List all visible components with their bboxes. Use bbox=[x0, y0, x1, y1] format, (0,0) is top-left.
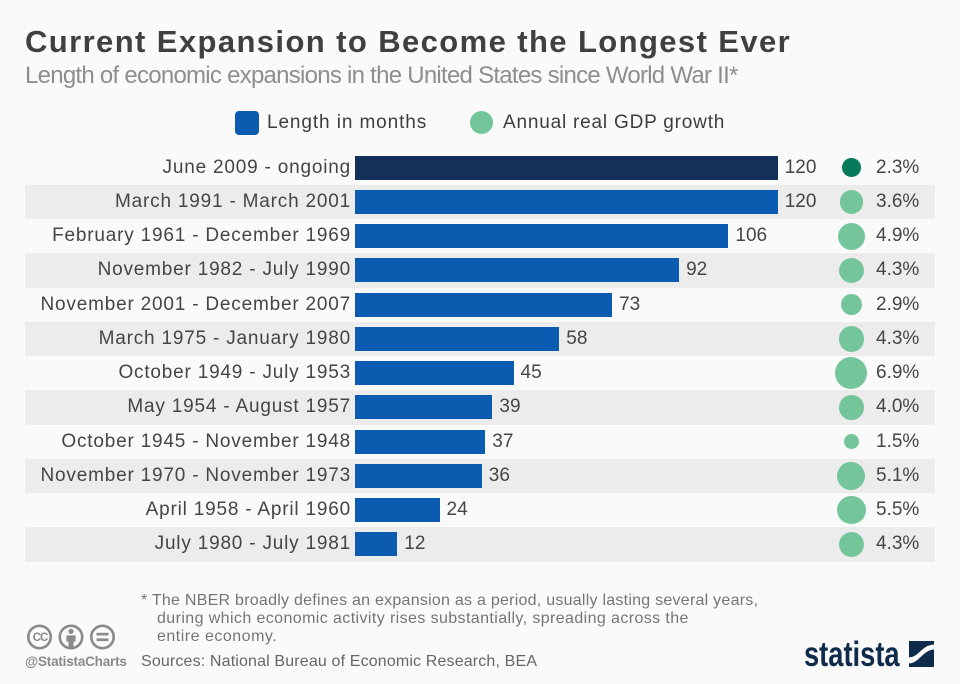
svg-text:CC: CC bbox=[33, 632, 48, 644]
